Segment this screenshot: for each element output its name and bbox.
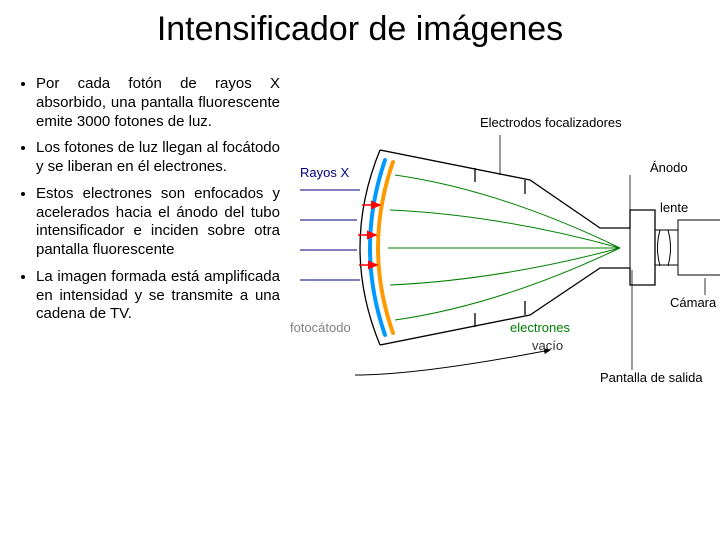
label-pantalla-salida: Pantalla de salida (600, 370, 703, 385)
bullet-item: Por cada fotón de rayos X absorbido, una… (36, 75, 280, 131)
xray-lines (300, 190, 360, 280)
label-camara: Cámara (670, 295, 716, 310)
label-electrones: electrones (510, 320, 570, 335)
bullet-list: Por cada fotón de rayos X absorbido, una… (20, 75, 280, 332)
label-fotocatodo: fotocátodo (290, 320, 351, 335)
intensifier-diagram: Electrodos focalizadores Rayos X Ánodo l… (300, 120, 720, 440)
label-electrodos: Electrodos focalizadores (480, 115, 622, 130)
label-rayosx: Rayos X (300, 165, 349, 180)
bullet-item: La imagen formada está amplificada en in… (36, 268, 280, 324)
label-vacio: vacío (532, 338, 563, 353)
label-anodo: Ánodo (650, 160, 688, 175)
label-lente: lente (660, 200, 688, 215)
bullet-item: Los fotones de luz llegan al focátodo y … (36, 139, 280, 177)
electron-lines (388, 175, 620, 320)
bullet-item: Estos electrones son enfocados y acelera… (36, 185, 280, 260)
slide-title: Intensificador de imágenes (0, 10, 720, 49)
fotocatodo-arrow (355, 350, 550, 375)
output-assembly (630, 220, 720, 275)
